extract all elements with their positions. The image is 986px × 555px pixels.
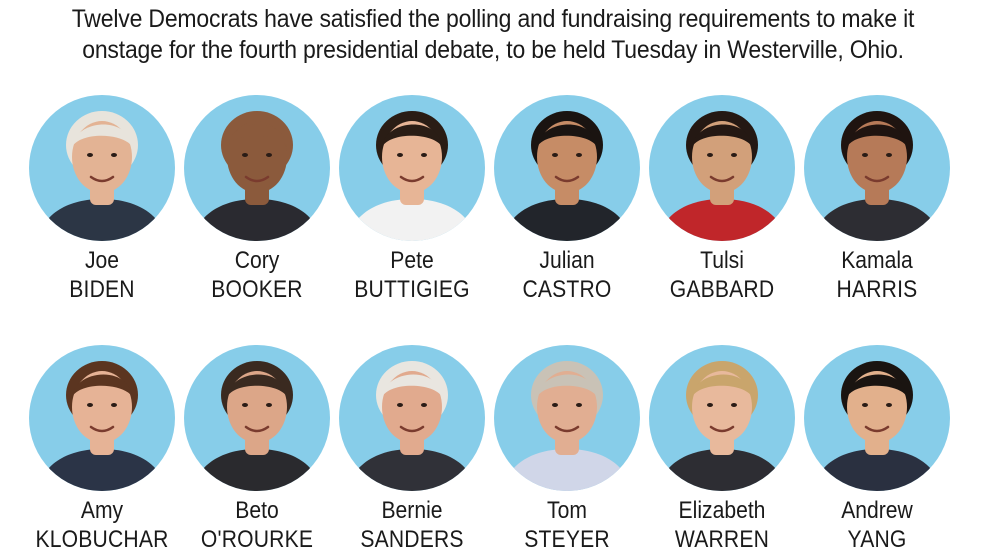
portrait-yang <box>804 345 950 491</box>
person-portrait-icon <box>657 361 787 491</box>
last-name: STEYER <box>524 526 610 553</box>
portrait-booker <box>184 95 330 241</box>
person-portrait-icon <box>37 111 167 241</box>
last-name: O'ROURKE <box>200 526 314 553</box>
first-name: Tom <box>547 497 587 524</box>
last-name: SANDERS <box>360 526 464 553</box>
last-name: HARRIS <box>836 276 918 303</box>
person-portrait-icon <box>347 111 477 241</box>
portrait-harris <box>804 95 950 241</box>
candidate-card-harris: Kamala HARRIS <box>800 95 954 305</box>
person-portrait-icon <box>502 361 632 491</box>
candidate-card-yang: Andrew YANG <box>800 345 954 555</box>
portrait-buttigieg <box>339 95 485 241</box>
portrait-biden <box>29 95 175 241</box>
last-name: YANG <box>847 526 907 553</box>
candidate-card-klobuchar: Amy KLOBUCHAR <box>25 345 179 555</box>
last-name: KLOBUCHAR <box>35 526 169 553</box>
candidate-card-buttigieg: Pete BUTTIGIEG <box>335 95 489 305</box>
first-name: Andrew <box>841 497 913 524</box>
person-portrait-icon <box>192 111 322 241</box>
first-name: Julian <box>539 247 595 274</box>
candidate-card-booker: Cory BOOKER <box>180 95 334 305</box>
person-portrait-icon <box>812 361 942 491</box>
last-name: BIDEN <box>69 276 135 303</box>
first-name: Joe <box>84 247 120 274</box>
intro-line-2: onstage for the fourth presidential deba… <box>82 36 904 64</box>
portrait-castro <box>494 95 640 241</box>
person-portrait-icon <box>192 361 322 491</box>
first-name: Amy <box>80 497 124 524</box>
first-name: Pete <box>390 247 434 274</box>
portrait-gabbard <box>649 95 795 241</box>
first-name: Cory <box>234 247 280 274</box>
person-portrait-icon <box>502 111 632 241</box>
last-name: CASTRO <box>522 276 612 303</box>
candidate-card-steyer: Tom STEYER <box>490 345 644 555</box>
candidate-card-warren: Elizabeth WARREN <box>645 345 799 555</box>
candidate-card-sanders: Bernie SANDERS <box>335 345 489 555</box>
first-name: Kamala <box>841 247 913 274</box>
person-portrait-icon <box>812 111 942 241</box>
portrait-warren <box>649 345 795 491</box>
first-name: Beto <box>235 497 279 524</box>
first-name: Bernie <box>381 497 443 524</box>
person-portrait-icon <box>37 361 167 491</box>
last-name: BOOKER <box>211 276 303 303</box>
last-name: WARREN <box>674 526 770 553</box>
last-name: GABBARD <box>669 276 775 303</box>
portrait-sanders <box>339 345 485 491</box>
intro-line-1: Twelve Democrats have satisfied the poll… <box>71 5 915 33</box>
portrait-orourke <box>184 345 330 491</box>
candidate-card-orourke: Beto O'ROURKE <box>180 345 334 555</box>
last-name: BUTTIGIEG <box>354 276 470 303</box>
person-portrait-icon <box>347 361 477 491</box>
first-name: Elizabeth <box>678 497 766 524</box>
first-name: Tulsi <box>700 247 744 274</box>
candidate-card-gabbard: Tulsi GABBARD <box>645 95 799 305</box>
portrait-klobuchar <box>29 345 175 491</box>
intro-text: Twelve Democrats have satisfied the poll… <box>39 4 946 66</box>
candidate-card-castro: Julian CASTRO <box>490 95 644 305</box>
candidate-card-biden: Joe BIDEN <box>25 95 179 305</box>
portrait-steyer <box>494 345 640 491</box>
person-portrait-icon <box>657 111 787 241</box>
